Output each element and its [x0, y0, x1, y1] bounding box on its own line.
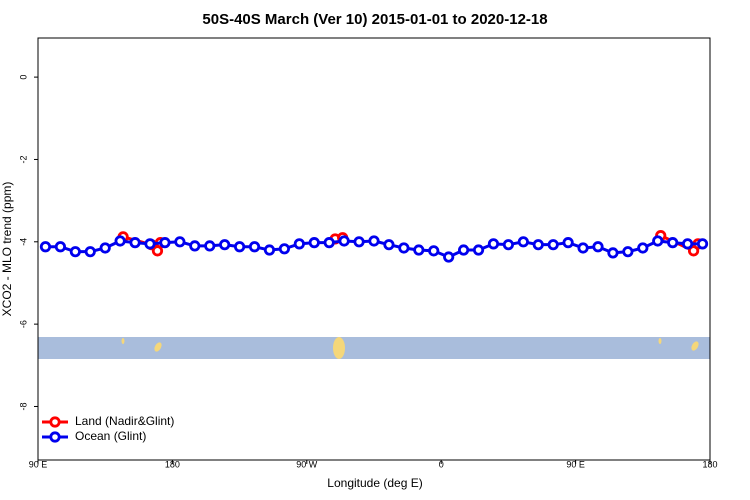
- data-point: [338, 235, 350, 247]
- data-point: [144, 238, 156, 250]
- data-point: [443, 251, 455, 263]
- data-point: [681, 238, 694, 250]
- x-tick-label: 90 E: [29, 459, 48, 469]
- ocean-strip: [38, 337, 710, 359]
- y-tick-label: 0: [18, 75, 28, 80]
- data-point: [607, 247, 619, 259]
- data-point: [174, 236, 186, 248]
- data-point: [487, 238, 500, 250]
- legend-label: Land (Nadir&Glint): [75, 414, 174, 428]
- data-point: [293, 238, 305, 250]
- x-tick-label: 90 W: [296, 459, 318, 469]
- x-tick-label: 180: [702, 459, 717, 469]
- x-tick-label: 180: [165, 459, 180, 469]
- land-blob: [658, 338, 662, 344]
- data-point: [696, 238, 709, 250]
- data-point: [368, 235, 380, 247]
- map-strip: [38, 337, 710, 359]
- data-point: [234, 241, 246, 253]
- data-point: [278, 243, 290, 255]
- data-point: [219, 239, 231, 251]
- y-tick-label: -6: [18, 320, 28, 328]
- y-axis-label: XCO2 - MLO trend (ppm): [0, 182, 14, 317]
- data-point: [84, 246, 96, 258]
- land-blob: [691, 341, 699, 351]
- data-point: [413, 244, 425, 256]
- data-point: [353, 236, 365, 248]
- data-point: [652, 235, 664, 247]
- data-point: [457, 244, 470, 256]
- data-point: [99, 242, 111, 254]
- chart-title: 50S-40S March (Ver 10) 2015-01-01 to 202…: [202, 11, 547, 28]
- land-blob: [333, 337, 345, 359]
- data-point: [159, 237, 171, 249]
- land-blob: [154, 342, 162, 352]
- data-point: [69, 246, 81, 258]
- data-point: [637, 242, 649, 254]
- legend-label: Ocean (Glint): [75, 429, 146, 443]
- x-axis-label: Longitude (deg E): [327, 476, 422, 490]
- data-point: [428, 245, 440, 257]
- legend-marker: [49, 431, 61, 443]
- data-point: [263, 244, 276, 256]
- data-point: [577, 242, 589, 254]
- legend-marker: [49, 416, 61, 428]
- data-point: [248, 241, 261, 253]
- data-point: [114, 235, 126, 247]
- data-point: [308, 237, 320, 249]
- data-point: [517, 236, 529, 248]
- data-point: [532, 239, 544, 251]
- plot-frame: [37, 37, 711, 461]
- data-point: [667, 237, 679, 249]
- land-blob: [121, 338, 125, 344]
- data-point: [323, 237, 335, 249]
- data-point: [562, 237, 574, 249]
- data-point: [204, 240, 216, 252]
- y-tick-label: -4: [18, 238, 28, 246]
- data-point: [398, 242, 410, 254]
- data-point: [622, 246, 634, 258]
- data-point: [472, 244, 485, 256]
- data-point: [39, 241, 52, 253]
- data-point: [592, 241, 604, 253]
- data-point: [129, 237, 141, 249]
- y-tick-label: -2: [18, 155, 28, 163]
- data-point: [547, 239, 559, 251]
- data-point: [383, 239, 395, 251]
- data-point: [502, 239, 514, 251]
- x-tick-label: 90 E: [566, 459, 585, 469]
- data-point: [54, 241, 67, 253]
- y-tick-label: -8: [18, 402, 28, 410]
- data-point: [189, 240, 201, 252]
- x-tick-label: 0: [439, 459, 444, 469]
